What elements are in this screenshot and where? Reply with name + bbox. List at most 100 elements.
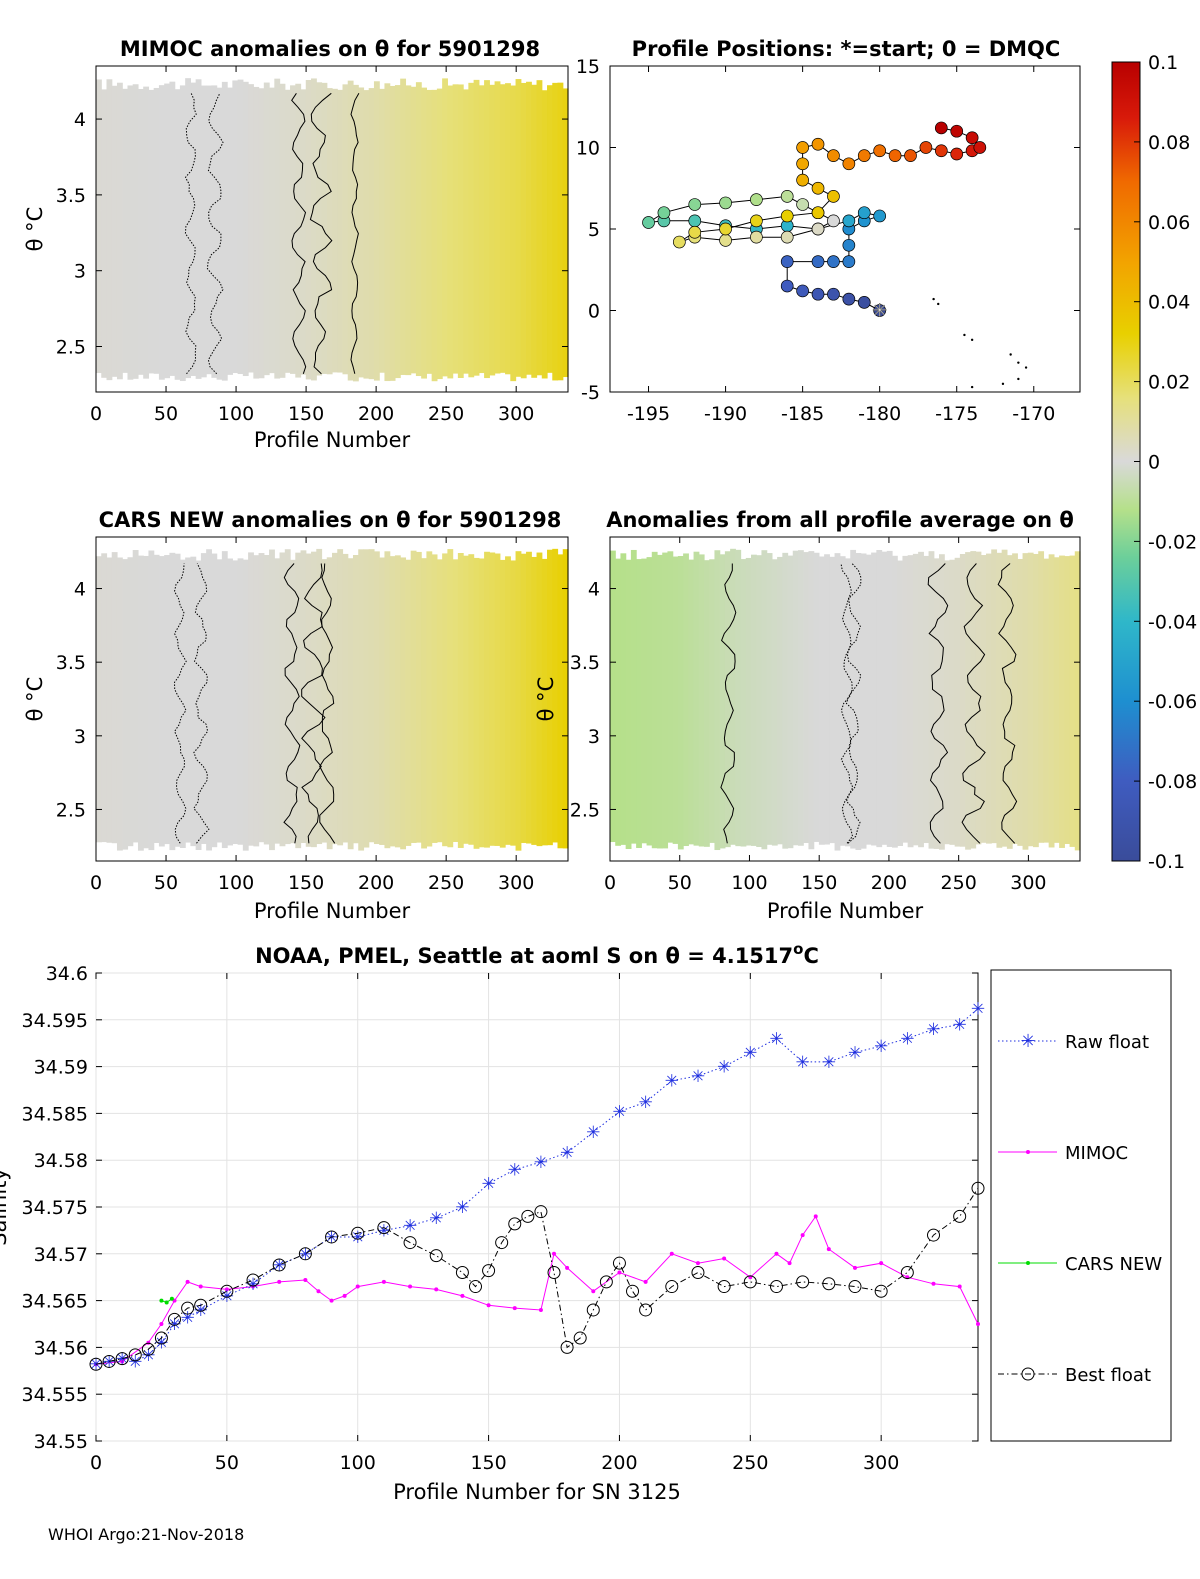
best-float-point	[429, 1249, 443, 1263]
best-float-point	[691, 1266, 705, 1280]
colorbar: 0.1 0.08 0.06 0.04 0.02 0 -0.02 -0.04 -0.06 -0.08…	[1111, 52, 1197, 873]
heatmap-cell	[505, 556, 511, 845]
salinity-title-degree: o	[793, 940, 803, 958]
heatmap-cell	[792, 550, 799, 846]
profile-position-point	[827, 287, 840, 301]
dmqc-dot	[1024, 366, 1028, 369]
heatmap-cell	[1006, 555, 1013, 849]
allavg-xlabel: Profile Number	[767, 899, 924, 923]
contour-line	[845, 563, 862, 844]
heatmap-cell	[169, 552, 176, 851]
heatmap-cell	[232, 560, 239, 845]
heatmap-cell	[1069, 555, 1076, 847]
mimoc-anomaly-panel: MIMOC anomalies on θ for 5901298 0 50 100 1…	[23, 37, 569, 452]
heatmap-cell	[526, 81, 532, 375]
profile-position-point	[780, 279, 794, 293]
heatmap-cell	[263, 82, 270, 376]
heatmap-cell	[667, 551, 674, 843]
heat-2-xtick-label: 0	[90, 872, 102, 894]
heat-2-xtick-label: 100	[218, 872, 254, 894]
mimoc-point	[277, 1279, 282, 1284]
pos-ytick-label: 0	[588, 301, 600, 323]
pos-ytick-label: -5	[581, 382, 600, 404]
heatmap-cell	[300, 89, 307, 375]
best-float-point	[325, 1230, 339, 1244]
best-float-point	[927, 1228, 941, 1242]
mimoc-point	[434, 1287, 439, 1292]
heatmap-cell	[137, 555, 144, 851]
heatmap-cell	[881, 551, 888, 845]
heatmap-cell	[400, 557, 407, 850]
allavg-ylabel: θ °C	[534, 677, 558, 722]
contour-line	[301, 563, 326, 844]
footer-stamp: WHOI Argo:21-Nov-2018	[48, 1525, 245, 1544]
heatmap-cell	[980, 555, 987, 843]
heat-2-xtick-label: 250	[428, 872, 464, 894]
heatmap-cell	[101, 89, 108, 378]
colorbar-tick-label: -0.1	[1148, 851, 1185, 873]
mimoc-point	[800, 1233, 805, 1238]
best-float-point	[743, 1275, 757, 1289]
profile-position-point	[950, 124, 964, 138]
heatmap-cell	[253, 555, 260, 847]
allavg-axes: 0 50 100 150 200 250 300 2.5 3 3.5 4	[570, 537, 1080, 894]
raw-float-point: ✳	[953, 1015, 967, 1035]
heatmap-cell	[148, 550, 155, 851]
mimoc-point	[94, 1362, 98, 1367]
dmqc-dot	[970, 338, 974, 342]
heatmap-cell	[829, 556, 836, 844]
salinity-title-main: NOAA, PMEL, Seattle at aoml S on θ = 4.1…	[255, 944, 793, 968]
profile-position-point	[719, 234, 732, 247]
heatmap-cell	[928, 551, 935, 849]
heatmap-cell	[116, 557, 123, 851]
heatmap-cell	[216, 87, 223, 380]
heatmap-cell	[562, 88, 569, 378]
legend-raw-star-icon: ✳	[1020, 1031, 1035, 1052]
heat-3-xtick-label: 250	[941, 872, 977, 894]
heatmap-cell	[347, 558, 354, 850]
profile-position-point	[750, 193, 763, 207]
dmqc-dot	[932, 297, 935, 301]
legend-item-best-float: Best float	[998, 1365, 1151, 1386]
heat-0-xtick-label: 200	[358, 403, 394, 425]
heatmap-cell	[311, 551, 317, 848]
profile-position-point	[827, 255, 840, 268]
heatmap-cell	[352, 555, 359, 844]
heatmap-cell	[1033, 553, 1039, 848]
heatmap-cell	[693, 551, 700, 846]
heatmap-cell	[295, 83, 302, 378]
heatmap-cell	[96, 556, 102, 843]
heatmap-cell	[421, 558, 427, 849]
heatmap-cell	[421, 87, 427, 379]
heatmap-cell	[907, 555, 914, 848]
heat-2-xtick-label: 150	[288, 872, 324, 894]
mimoc-point	[355, 1284, 360, 1289]
heatmap-cell	[473, 79, 480, 376]
mimoc-point	[146, 1340, 151, 1345]
heatmap-cell	[547, 85, 553, 373]
heatmap-cell	[111, 85, 118, 377]
mimoc-point	[512, 1306, 517, 1311]
heatmap-cell	[515, 79, 522, 377]
heatmap-cell	[735, 549, 742, 847]
heatmap-cell	[164, 83, 171, 379]
profile-position-point	[827, 149, 840, 162]
heatmap-cell	[463, 89, 469, 374]
profile-position-point	[688, 198, 702, 211]
colorbar-ticks: 0.1 0.08 0.06 0.04 0.02 0 -0.02 -0.04 -0.06 -0.08…	[1134, 52, 1197, 873]
profile-position-point	[842, 255, 856, 268]
profile-position-point	[672, 235, 686, 249]
profile-position-point	[950, 147, 964, 161]
salinity-panel: NOAA, PMEL, Seattle at aoml S on θ = 4.1…	[0, 940, 1172, 1504]
profile-position-point	[811, 255, 825, 268]
heatmap-cell	[897, 560, 904, 847]
profile-position-point	[873, 304, 887, 317]
mimoc-point	[826, 1247, 831, 1252]
heatmap-cell	[552, 82, 559, 381]
raw-float-point: ✳	[560, 1144, 574, 1164]
heatmap-cell	[959, 554, 966, 847]
mimoc-point	[224, 1287, 229, 1292]
heatmap-cell	[610, 550, 616, 843]
heatmap-cell	[1012, 553, 1018, 845]
heatmap-cell	[489, 84, 496, 376]
